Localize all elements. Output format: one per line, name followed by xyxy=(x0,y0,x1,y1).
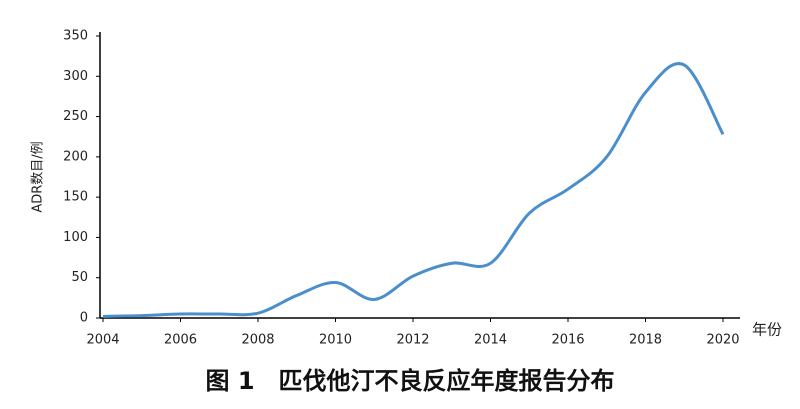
x-tick-label: 2004 xyxy=(86,333,119,348)
y-tick-label: 0 xyxy=(80,311,88,326)
y-tick-label: 300 xyxy=(63,69,88,84)
y-tick-label: 200 xyxy=(63,149,88,164)
x-tick-label: 2016 xyxy=(551,333,584,348)
y-axis-label: ADR数目/例 xyxy=(31,141,46,212)
x-tick-label: 2008 xyxy=(241,333,274,348)
x-tick-label: 2014 xyxy=(474,333,507,348)
chart-title: 图 1 匹伐他汀不良反应年度报告分布 xyxy=(205,367,614,395)
y-tick-label: 350 xyxy=(63,29,88,44)
y-tick-label: 250 xyxy=(63,109,88,124)
x-tick-label: 2012 xyxy=(396,333,429,348)
x-axis-label: 年份 xyxy=(752,321,782,339)
x-tick-label: 2018 xyxy=(629,333,662,348)
x-tick-label: 2006 xyxy=(164,333,197,348)
y-tick-label: 50 xyxy=(71,270,88,285)
y-tick-label: 150 xyxy=(63,190,88,205)
x-tick-label: 2020 xyxy=(706,333,739,348)
y-tick-label: 100 xyxy=(63,230,88,245)
data-line xyxy=(102,62,725,318)
x-tick-label: 2010 xyxy=(319,333,352,348)
